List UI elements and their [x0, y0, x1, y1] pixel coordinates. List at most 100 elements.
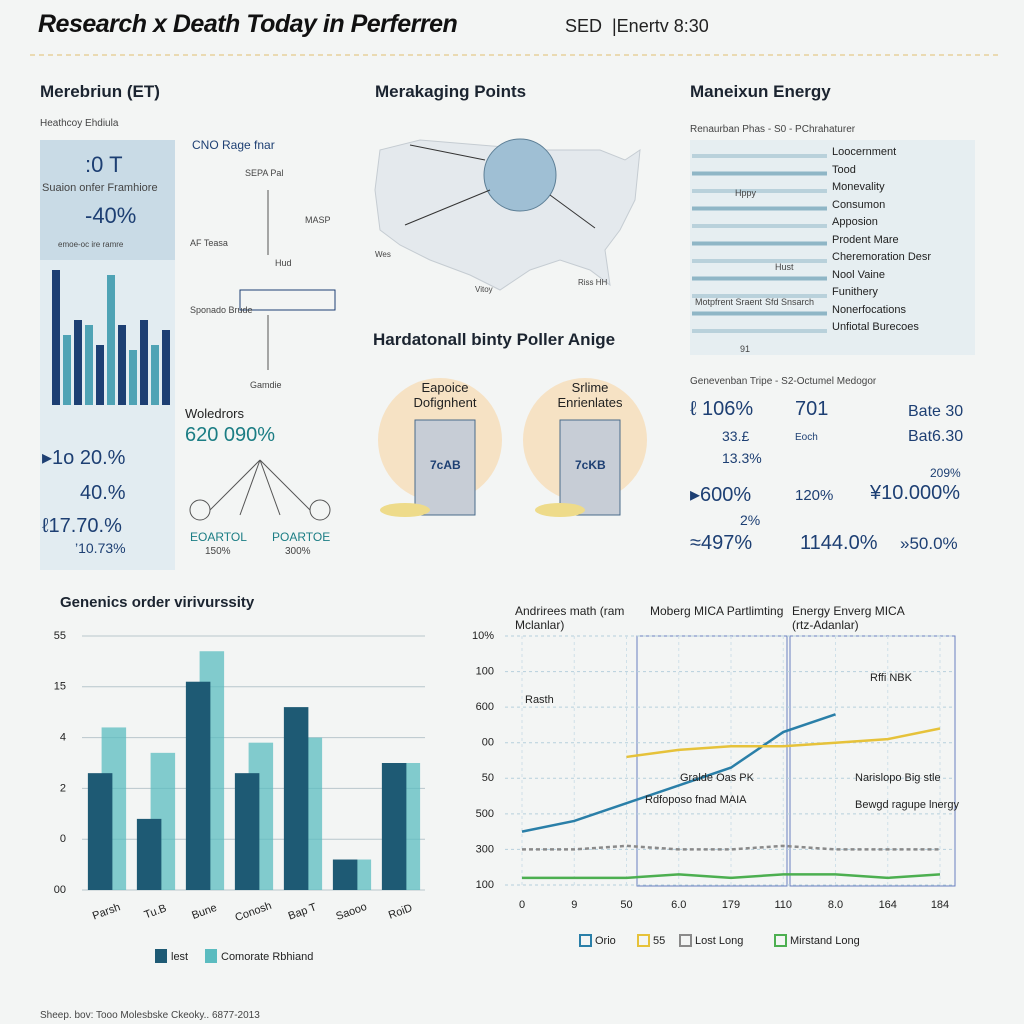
annotation: Rasth: [525, 694, 554, 706]
stat: Bat6.30: [908, 428, 964, 445]
band: [692, 206, 827, 211]
list-item: Prodent Mare: [832, 233, 899, 246]
legend-label: Orio: [595, 935, 616, 947]
header-tag: SED: [565, 16, 603, 36]
value: 300%: [285, 546, 311, 557]
side-label: Motpfrent Sraent: [695, 297, 763, 307]
diagram-label: Hud: [275, 258, 292, 268]
y-tick-label: 10%: [472, 630, 494, 642]
list-item: Tood: [832, 163, 856, 176]
stat: ¥10.000%: [870, 482, 961, 504]
y-tick-label: 4: [60, 732, 66, 744]
mini-bar: [162, 330, 170, 405]
annotation: Rffi NBK: [870, 672, 913, 684]
flow-box: [239, 289, 336, 311]
stat: 13.3%: [722, 450, 762, 466]
stat: 701: [795, 398, 829, 420]
stat: Bate 30: [908, 403, 964, 420]
annotation: Bewgd ragupe lnergy: [855, 799, 959, 811]
mini-bar: [63, 335, 71, 405]
diagram-label: SEPA Pal: [245, 168, 284, 178]
panel-title: Merakaging Points: [375, 82, 527, 101]
side-label: Hppy: [735, 188, 757, 198]
sub-panel-title: Andrirees math (ram Mclanlar): [515, 604, 625, 632]
bar: [332, 859, 358, 890]
note: emoe-oc ire ramre: [58, 240, 124, 249]
legend-label: Lost Long: [695, 935, 743, 947]
chart-title: Genenics order virivurssity: [60, 594, 255, 611]
list-item: Monevality: [832, 181, 885, 193]
stat: -40%: [85, 203, 137, 228]
annotation: Gralde Oas PK: [680, 772, 755, 784]
bar: [381, 763, 407, 890]
arrow: [549, 194, 596, 229]
band: [692, 224, 827, 228]
value: 150%: [205, 546, 231, 557]
legend-swatch: [679, 934, 692, 947]
y-tick-label: 600: [476, 701, 494, 713]
label: POARTOE: [272, 530, 331, 544]
x-tick-label: 0: [519, 899, 525, 911]
x-tick-label: 164: [879, 899, 897, 911]
line-series: [626, 727, 941, 759]
y-tick-label: 100: [476, 665, 494, 677]
list-item: Nool Vaine: [832, 268, 885, 281]
stat: Eoch: [795, 432, 818, 443]
bar: [234, 773, 260, 890]
legend-label: Comorate Rbhiand: [221, 951, 313, 963]
connector: [209, 459, 311, 516]
band: [692, 294, 827, 298]
band: [692, 189, 827, 193]
map-label: Vitoy: [475, 285, 493, 294]
legend-swatch: [637, 934, 650, 947]
stat: 620 090%: [185, 424, 276, 446]
line-series: [522, 873, 941, 880]
list-item: Funithery: [832, 286, 878, 298]
y-tick-label: 300: [476, 843, 494, 855]
header-meta: |Enertv 8:30: [612, 16, 709, 36]
stat: 209%: [930, 466, 961, 480]
stat: ≈497%: [690, 532, 753, 554]
mini-bar: [74, 320, 82, 405]
diagram-label: AF Teasa: [190, 238, 228, 248]
legend-label: Mirstand Long: [790, 935, 860, 947]
mini-bar: [52, 270, 60, 405]
band: [692, 276, 827, 281]
x-tick-label: 6.0: [671, 899, 686, 911]
panel-title: CNO Rage fnar: [192, 138, 275, 152]
x-tick-label: 110: [774, 899, 792, 911]
band: [692, 259, 827, 263]
side-label: Sfd Snsarch: [765, 297, 815, 307]
y-tick-label: 2: [60, 782, 66, 794]
legend-label: 55: [653, 935, 665, 947]
card-device: [559, 419, 621, 516]
list-item: Consumon: [832, 198, 886, 211]
x-tick-label: 9: [571, 899, 577, 911]
caption: Suaion onfer Framhiore: [42, 182, 158, 194]
panel-title: Maneixun Energy: [690, 82, 831, 101]
stat-title: Woledrors: [185, 406, 245, 421]
bar: [283, 707, 309, 890]
stat: :0 T: [85, 152, 123, 177]
panel-title: Hardatonall binty Poller Anige: [373, 330, 616, 349]
stat: 40.%: [80, 482, 126, 504]
bar: [185, 681, 211, 890]
card-device: [414, 419, 476, 516]
legend-label: lest: [171, 951, 188, 963]
page-title: Research x Death Today in Perferren: [38, 10, 458, 38]
stat: 33.£: [722, 428, 750, 444]
panel-bg: [690, 140, 975, 355]
side-label: 91: [740, 344, 751, 354]
stat: ▸600%: [690, 484, 752, 506]
bar: [136, 818, 162, 890]
stat: ’10.73%: [75, 540, 126, 556]
panel-subtitle: Heathcoy Ehdiula: [40, 118, 119, 129]
stat: 120%: [795, 487, 834, 504]
band: [692, 311, 827, 316]
list-item: Nonerfocations: [832, 303, 906, 316]
side-label: Hust: [775, 262, 794, 272]
annotation: Narislopo Big stle: [855, 772, 941, 784]
mini-bar: [85, 325, 93, 405]
map-label: Wes: [375, 250, 391, 259]
map-label: Riss HH: [578, 278, 608, 287]
